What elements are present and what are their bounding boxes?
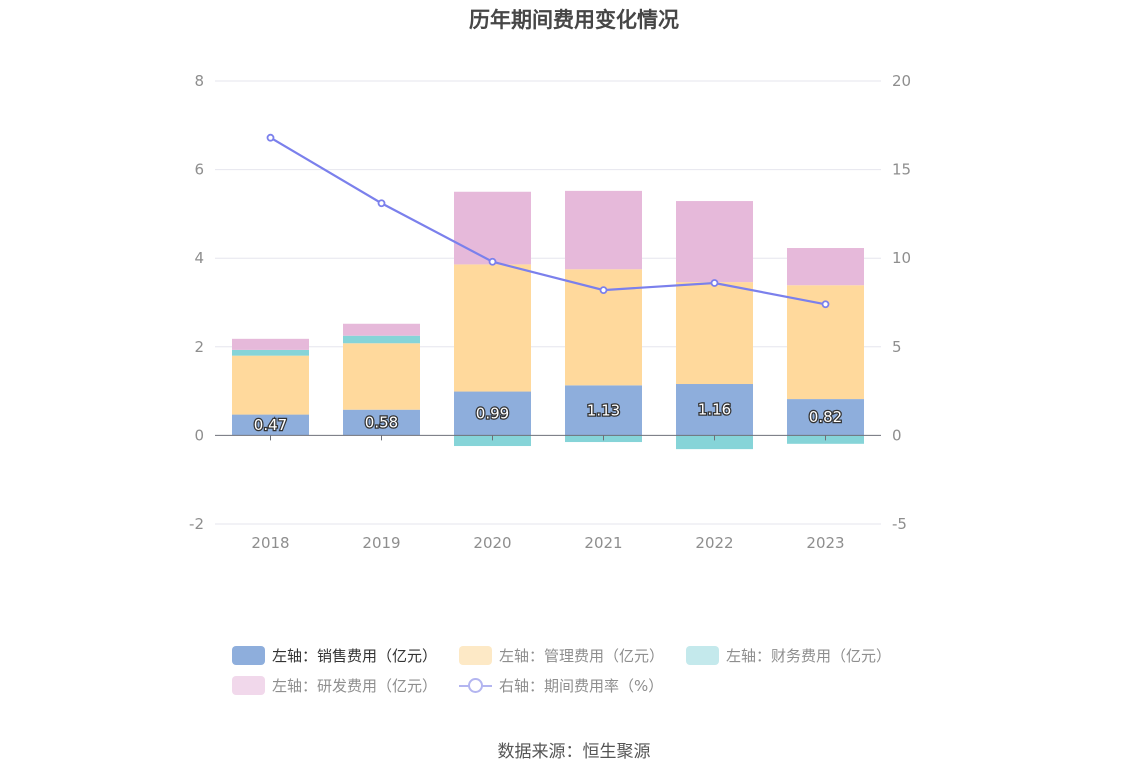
y-right-tick-label: 15 — [892, 161, 911, 179]
line-series-expense-ratio — [269, 136, 826, 306]
legend-swatch — [232, 645, 265, 665]
x-tick-label: 2021 — [584, 534, 622, 552]
y-right-tick-label: 20 — [892, 72, 911, 90]
y-left-tick-label: 6 — [194, 161, 204, 179]
chart-title: 历年期间费用变化情况 — [469, 8, 679, 32]
bar-2023 — [787, 248, 864, 286]
bar-2022 — [676, 435, 753, 450]
legend-item[interactable]: 左轴：研发费用（亿元） — [232, 675, 437, 696]
legend-label: 左轴：销售费用（亿元） — [272, 646, 438, 665]
bar-2020 — [454, 264, 531, 392]
x-tick-label: 2020 — [473, 534, 511, 552]
y-right-tick-label: -5 — [892, 515, 907, 533]
y-right-tick-label: 0 — [892, 426, 902, 444]
data-source: 数据来源：恒生聚源 — [497, 742, 651, 762]
x-tick-label: 2023 — [806, 534, 844, 552]
x-tick-label: 2019 — [362, 534, 400, 552]
bar-2019 — [343, 335, 420, 344]
bar-2022 — [676, 282, 753, 385]
y-left-tick-label: 0 — [194, 426, 204, 444]
line-point-2019 — [377, 199, 386, 208]
chart-plot: -2 0 2 4 6 8 -5 0 5 10 15 20 2018 2019 2020 2021 2022 202… — [189, 72, 911, 552]
bar-2023 — [787, 399, 864, 436]
x-tick-label: 2022 — [695, 534, 733, 552]
line-point-2018 — [266, 133, 275, 142]
legend-row: 左轴：销售费用（亿元） 左轴：管理费用（亿元） 左轴：财务费用（亿元） — [232, 640, 952, 670]
bar-2021 — [565, 190, 642, 270]
bar-2022 — [676, 201, 753, 283]
bar-2018 — [232, 338, 309, 350]
data-label: 0.82 — [809, 408, 842, 426]
bar-2019 — [343, 323, 420, 336]
legend-swatch — [459, 645, 493, 665]
legend-row: 左轴：研发费用（亿元） 右轴：期间费用率（%） — [232, 670, 952, 700]
legend-label: 右轴：期间费用率（%） — [499, 676, 664, 695]
legend-swatch — [686, 645, 720, 665]
y-left-tick-label: 2 — [194, 338, 204, 356]
legend-label: 左轴：研发费用（亿元） — [272, 676, 438, 695]
data-label: 0.47 — [254, 416, 287, 434]
bar-2018 — [232, 355, 309, 415]
bar-2020 — [454, 191, 531, 265]
legend-item[interactable]: 左轴：管理费用（亿元） — [459, 645, 664, 666]
bar-2020 — [454, 391, 531, 436]
bar-2018 — [232, 414, 309, 436]
legend-item[interactable]: 右轴：期间费用率（%） — [459, 675, 663, 696]
y-left-tick-label: 4 — [194, 249, 204, 267]
bar-2019 — [343, 409, 420, 436]
bar-2019 — [343, 343, 420, 410]
bar-2021 — [565, 385, 642, 436]
legend-line-swatch — [459, 676, 493, 695]
data-label: 1.13 — [587, 401, 620, 419]
chart-legend: 左轴：销售费用（亿元） 左轴：管理费用（亿元） 左轴：财务费用（亿元） 左轴：研发费用… — [232, 640, 952, 700]
y-right-tick-label: 10 — [892, 249, 911, 267]
data-label: 0.99 — [476, 404, 509, 422]
legend-label: 左轴：管理费用（亿元） — [499, 646, 665, 665]
bar-2022 — [676, 384, 753, 436]
legend-item[interactable]: 左轴：财务费用（亿元） — [686, 645, 891, 666]
line-point-2023 — [821, 300, 830, 309]
y-left-tick-label: -2 — [189, 515, 204, 533]
data-label: 0.58 — [365, 414, 398, 432]
legend-label: 左轴：财务费用（亿元） — [726, 646, 892, 665]
line-point-2020 — [488, 257, 497, 266]
line-point-2021 — [599, 286, 608, 294]
line-point-2022 — [710, 279, 719, 287]
x-tick-label: 2018 — [251, 534, 289, 552]
data-label: 1.16 — [698, 401, 731, 419]
bar-2018 — [232, 349, 309, 356]
y-left-tick-label: 8 — [194, 72, 204, 90]
bar-2020 — [454, 435, 531, 447]
y-right-tick-label: 5 — [892, 338, 902, 356]
legend-item[interactable]: 左轴：销售费用（亿元） — [232, 645, 437, 666]
legend-swatch — [232, 675, 265, 695]
